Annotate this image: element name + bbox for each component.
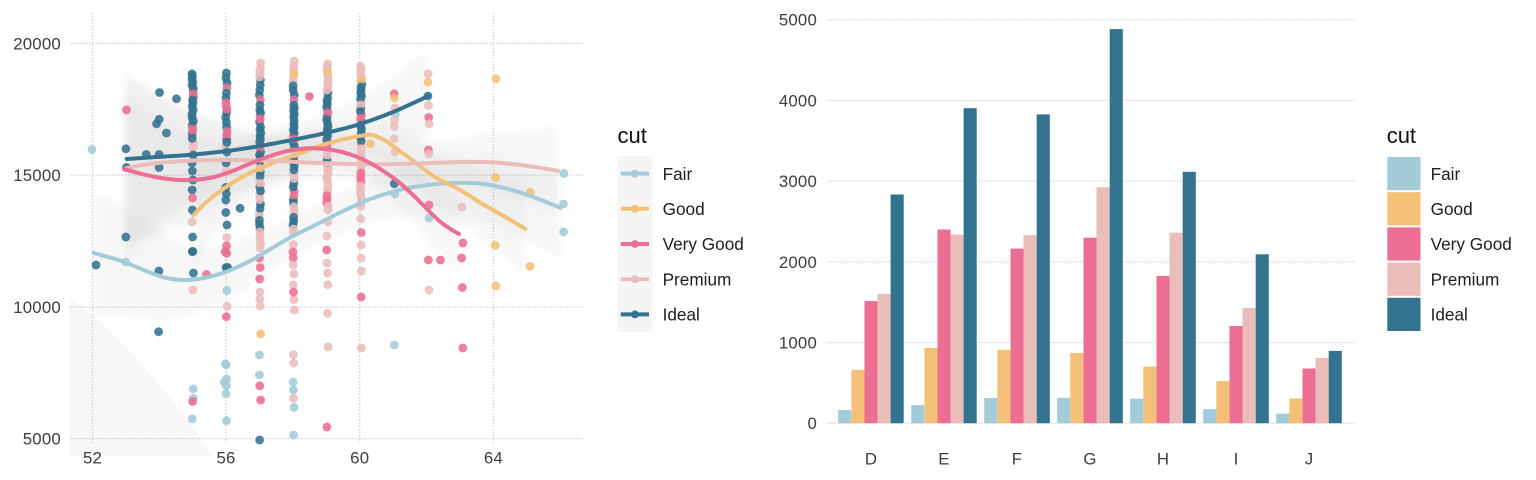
svg-text:Good: Good	[1431, 199, 1473, 219]
svg-text:Ideal: Ideal	[1431, 305, 1468, 325]
svg-text:5000: 5000	[779, 11, 817, 30]
svg-text:Very Good: Very Good	[1431, 234, 1512, 254]
svg-text:E: E	[938, 450, 949, 469]
svg-text:G: G	[1083, 450, 1096, 469]
svg-text:1000: 1000	[779, 334, 817, 353]
svg-text:56: 56	[216, 449, 235, 468]
svg-text:Ideal: Ideal	[663, 305, 700, 325]
svg-text:Premium: Premium	[663, 269, 732, 289]
svg-text:Very Good: Very Good	[663, 234, 744, 254]
svg-text:Fair: Fair	[663, 164, 693, 184]
svg-text:60: 60	[350, 449, 369, 468]
svg-text:15000: 15000	[13, 166, 61, 185]
svg-text:4000: 4000	[779, 91, 817, 110]
svg-text:64: 64	[484, 449, 503, 468]
svg-text:3000: 3000	[779, 172, 817, 191]
svg-text:2000: 2000	[779, 253, 817, 272]
svg-text:F: F	[1012, 450, 1022, 469]
svg-text:0: 0	[807, 414, 817, 433]
svg-text:Good: Good	[663, 199, 705, 219]
svg-text:cut: cut	[618, 123, 647, 148]
svg-text:52: 52	[83, 449, 102, 468]
svg-text:D: D	[865, 450, 877, 469]
svg-text:I: I	[1234, 450, 1239, 469]
svg-text:H: H	[1157, 450, 1169, 469]
svg-text:5000: 5000	[23, 430, 61, 449]
svg-text:20000: 20000	[13, 35, 61, 54]
svg-text:Fair: Fair	[1431, 164, 1461, 184]
svg-text:J: J	[1305, 450, 1314, 469]
svg-text:Premium: Premium	[1431, 269, 1500, 289]
svg-text:cut: cut	[1387, 123, 1416, 148]
svg-text:10000: 10000	[13, 298, 61, 317]
